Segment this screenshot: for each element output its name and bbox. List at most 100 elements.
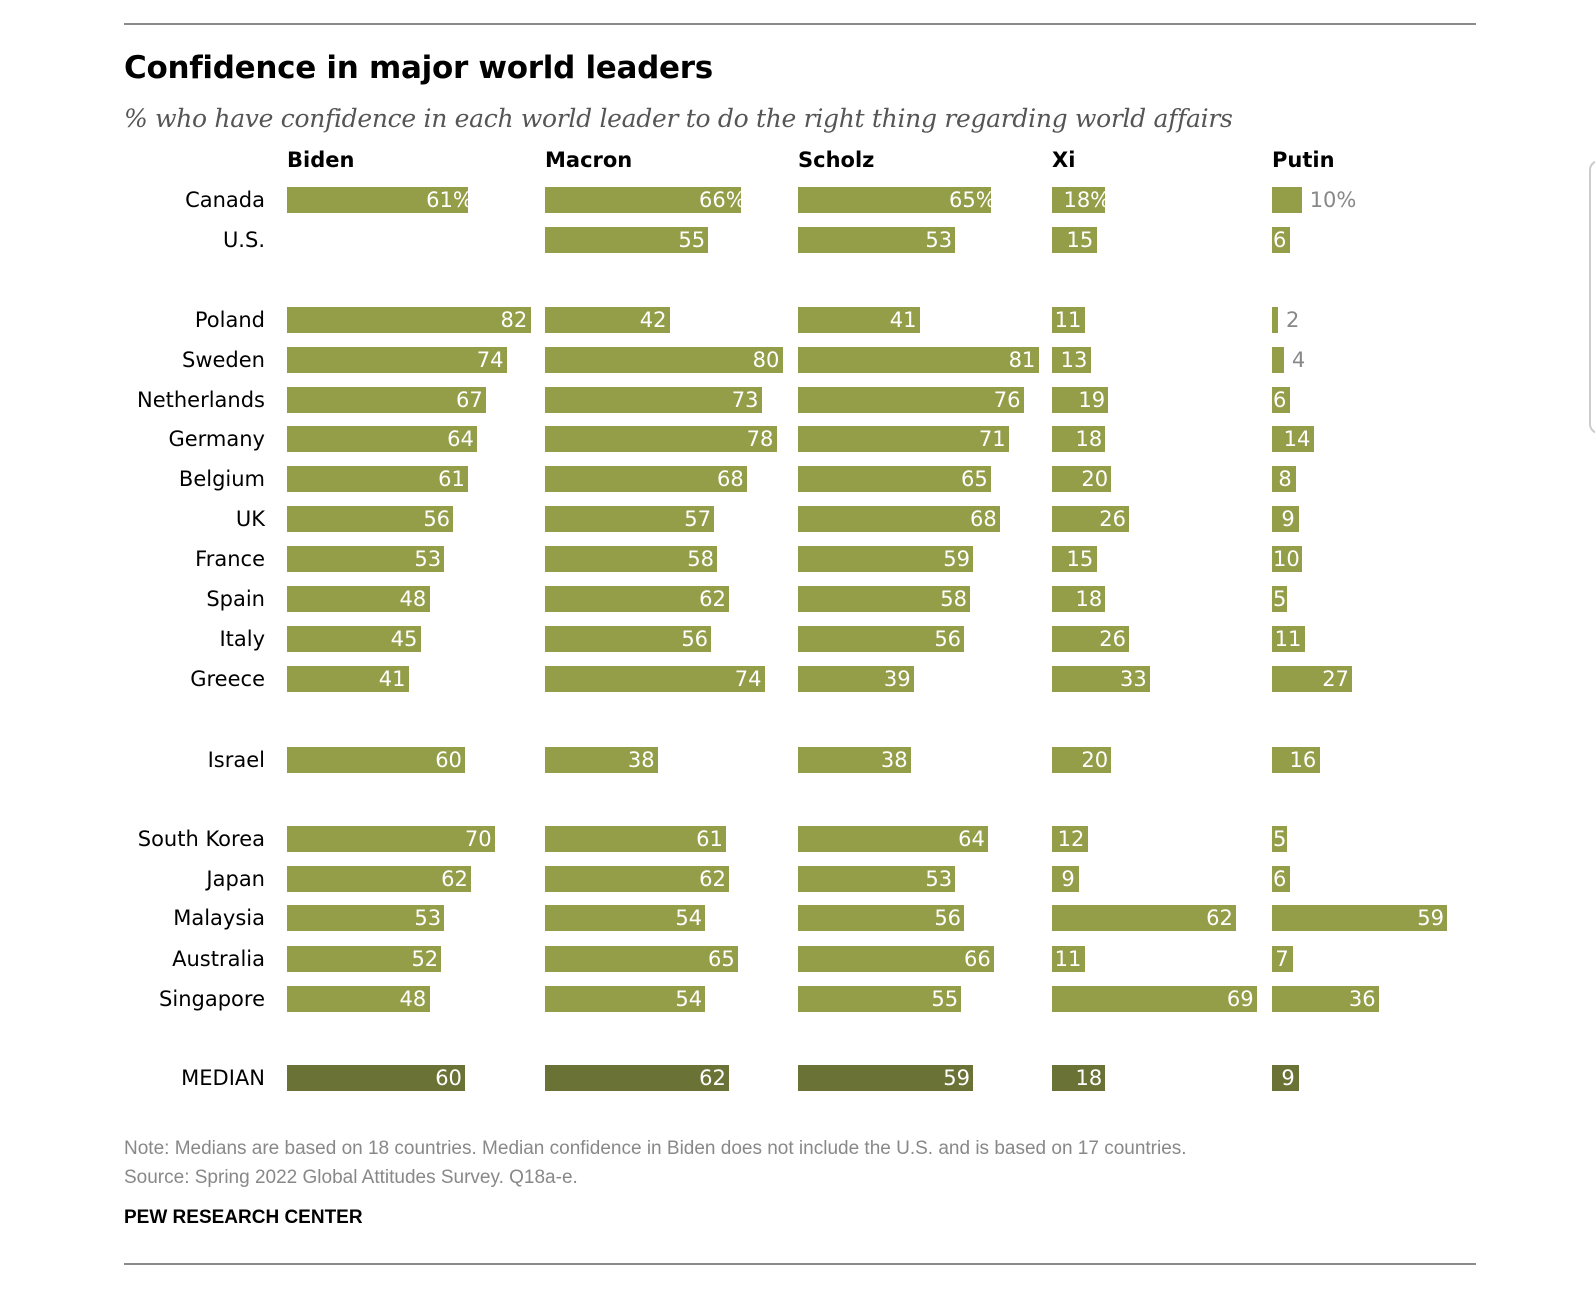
data-label: 20 — [1081, 467, 1109, 491]
data-label: 11 — [1054, 947, 1082, 971]
bar-xi — [1052, 826, 1088, 852]
bar-xi — [1052, 747, 1112, 773]
bar-xi — [1052, 347, 1091, 373]
row-label: Spain — [206, 587, 265, 611]
bar-scholz — [798, 227, 956, 253]
data-label: 73 — [731, 388, 759, 412]
bar-scholz — [798, 905, 965, 931]
bar-putin — [1272, 986, 1379, 1012]
data-label: 12 — [1057, 827, 1085, 851]
row-label: Singapore — [159, 987, 265, 1011]
source-text: Source: Spring 2022 Global Attitudes Sur… — [124, 1167, 578, 1188]
row-label: U.S. — [222, 228, 265, 252]
bar-putin — [1272, 187, 1302, 213]
bar-xi — [1052, 546, 1097, 572]
bar-biden — [287, 866, 472, 892]
data-label: 66 — [964, 947, 991, 971]
data-label: 15 — [1066, 547, 1094, 571]
data-label: 61% — [426, 188, 473, 212]
data-label: 78 — [746, 427, 774, 451]
data-label: 38 — [880, 748, 908, 772]
data-label: 61 — [696, 827, 723, 851]
data-label: 60 — [435, 1066, 462, 1090]
data-label: 16 — [1289, 748, 1317, 772]
bar-putin — [1272, 905, 1448, 931]
data-label: 64 — [447, 427, 474, 451]
row-label: Poland — [194, 308, 265, 332]
data-label: 11 — [1054, 308, 1082, 332]
bar-putin — [1272, 426, 1314, 452]
bar-biden — [287, 347, 507, 373]
data-label: 9 — [1061, 867, 1075, 891]
bar-putin — [1272, 586, 1287, 612]
data-label: 60 — [435, 748, 462, 772]
data-label: 20 — [1081, 748, 1109, 772]
data-label: 26 — [1099, 507, 1126, 531]
bar-putin — [1272, 747, 1320, 773]
data-label: 19 — [1078, 388, 1106, 412]
data-label: 15 — [1066, 228, 1094, 252]
bar-putin — [1272, 666, 1353, 692]
data-label: 62 — [699, 1066, 726, 1090]
data-label: 59 — [943, 547, 970, 571]
bar-xi — [1052, 586, 1106, 612]
bar-xi — [1052, 426, 1106, 452]
row-label: Israel — [207, 748, 265, 772]
bar-putin — [1272, 387, 1290, 413]
bar-macron — [545, 826, 727, 852]
bar-xi — [1052, 466, 1112, 492]
bar-scholz — [798, 986, 962, 1012]
column-header-scholz: Scholz — [798, 148, 875, 172]
data-label: 62 — [441, 867, 468, 891]
data-label: 68 — [716, 467, 744, 491]
bar-xi — [1052, 307, 1085, 333]
row-label: MEDIAN — [181, 1066, 265, 1090]
top-rule — [124, 23, 1476, 25]
bar-scholz — [798, 586, 971, 612]
data-label: 9 — [1281, 507, 1295, 531]
note-text: Note: Medians are based on 18 countries.… — [124, 1138, 1187, 1159]
bar-biden — [287, 586, 430, 612]
bar-biden — [287, 626, 421, 652]
data-label: 65% — [949, 188, 996, 212]
data-label: 41 — [378, 667, 406, 691]
data-label: 82 — [500, 308, 528, 332]
data-label: 69 — [1226, 987, 1254, 1011]
data-label: 42 — [639, 308, 667, 332]
data-label: 10 — [1273, 547, 1300, 571]
data-label: 64 — [958, 827, 985, 851]
data-label: 41 — [889, 308, 917, 332]
bar-scholz — [798, 506, 1000, 532]
bar-scholz — [798, 747, 911, 773]
row-label: Australia — [172, 947, 265, 971]
bar-putin — [1272, 347, 1284, 373]
row-label: Germany — [168, 427, 265, 451]
data-label: 56 — [681, 627, 709, 651]
bar-macron — [545, 546, 718, 572]
row-label: South Korea — [137, 827, 265, 851]
data-label: 18 — [1075, 427, 1103, 451]
bar-biden — [287, 826, 495, 852]
row-label: Greece — [190, 667, 265, 691]
scrollbar[interactable] — [1589, 160, 1595, 434]
bar-putin — [1272, 946, 1293, 972]
data-label: 81 — [1008, 348, 1036, 372]
bar-scholz — [798, 666, 914, 692]
bar-xi — [1052, 905, 1237, 931]
column-header-putin: Putin — [1272, 148, 1335, 172]
data-label: 52 — [411, 947, 439, 971]
data-label: 70 — [464, 827, 492, 851]
bar-biden — [287, 466, 469, 492]
bar-scholz — [798, 1065, 974, 1091]
bar-biden — [287, 905, 445, 931]
row-label: UK — [235, 507, 265, 531]
bar-xi — [1052, 1065, 1106, 1091]
data-label: 62 — [699, 587, 726, 611]
data-label: 67 — [455, 388, 483, 412]
data-label: 27 — [1322, 667, 1349, 691]
bar-macron — [545, 1065, 730, 1091]
bar-scholz — [798, 466, 992, 492]
data-label: 76 — [993, 388, 1021, 412]
bar-scholz — [798, 946, 995, 972]
data-label: 55 — [678, 228, 706, 252]
